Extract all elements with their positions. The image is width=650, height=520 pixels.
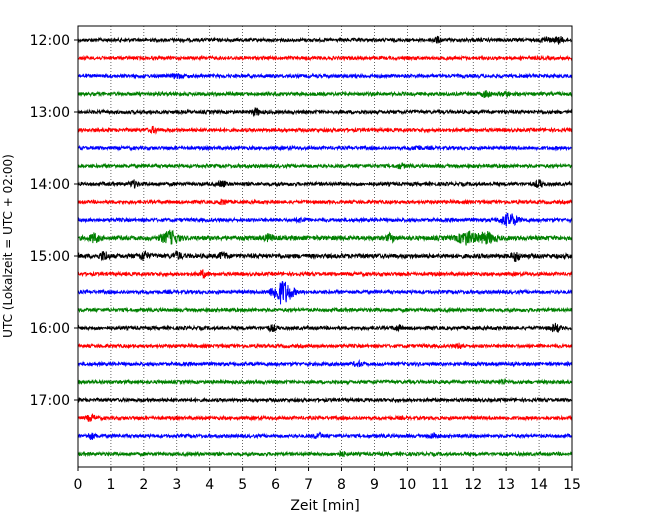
trace-1415 <box>77 198 573 206</box>
x-tick-label-3: 3 <box>172 477 181 493</box>
x-tick-label-9: 9 <box>370 477 379 493</box>
trace-1700 <box>77 396 573 404</box>
x-tick-label-14: 14 <box>530 477 548 493</box>
x-tick-label-10: 10 <box>398 477 416 493</box>
trace-1400 <box>77 178 573 189</box>
y-tick-label-1500: 15:00 <box>30 249 70 265</box>
x-tick-label-12: 12 <box>464 477 482 493</box>
x-tick-label-5: 5 <box>238 477 247 493</box>
trace-1245 <box>77 89 573 99</box>
x-axis-ticks: 0 1 2 3 4 5 6 7 8 9 10 11 12 13 14 15 <box>74 467 581 493</box>
x-tick-label-2: 2 <box>139 477 148 493</box>
trace-1330 <box>77 144 573 152</box>
trace-1545 <box>77 306 573 314</box>
trace-1730 <box>77 431 573 440</box>
plot-frame <box>77 25 573 468</box>
trace-1200 <box>77 35 573 45</box>
trace-1715 <box>77 413 573 422</box>
x-tick-label-7: 7 <box>304 477 313 493</box>
trace-1600 <box>77 322 573 333</box>
x-tick-label-11: 11 <box>431 477 449 493</box>
x-tick-label-15: 15 <box>563 477 581 493</box>
trace-1645 <box>77 378 573 386</box>
x-tick-label-4: 4 <box>205 477 214 493</box>
trace-1230 <box>77 72 573 80</box>
trace-1345 <box>77 162 573 170</box>
y-tick-label-1200: 12:00 <box>30 33 70 49</box>
trace-1315 <box>77 125 573 135</box>
y-tick-label-1700: 17:00 <box>30 393 70 409</box>
x-tick-label-0: 0 <box>74 477 83 493</box>
trace-1745 <box>77 449 573 458</box>
trace-1430 <box>77 212 573 228</box>
x-tick-label-8: 8 <box>337 477 346 493</box>
y-tick-label-1600: 16:00 <box>30 321 70 337</box>
y-tick-label-1400: 14:00 <box>30 177 70 193</box>
x-tick-label-13: 13 <box>497 477 515 493</box>
trace-1500 <box>77 250 573 262</box>
y-axis-ticks: 12:00 13:00 14:00 15:00 16:00 17:00 <box>30 33 78 409</box>
x-axis-label: Zeit [min] <box>290 498 359 514</box>
trace-1630 <box>77 358 573 368</box>
x-tick-label-1: 1 <box>106 477 115 493</box>
y-axis-label: UTC (Lokalzeit = UTC + 02:00) <box>1 154 15 338</box>
y-tick-label-1300: 13:00 <box>30 105 70 121</box>
trace-group <box>77 35 573 458</box>
trace-1215 <box>77 54 573 62</box>
trace-1300 <box>77 107 573 118</box>
x-tick-label-6: 6 <box>271 477 280 493</box>
trace-1515 <box>77 269 573 279</box>
trace-1445 <box>77 229 573 246</box>
trace-1530 <box>77 280 573 305</box>
trace-1615 <box>77 342 573 350</box>
